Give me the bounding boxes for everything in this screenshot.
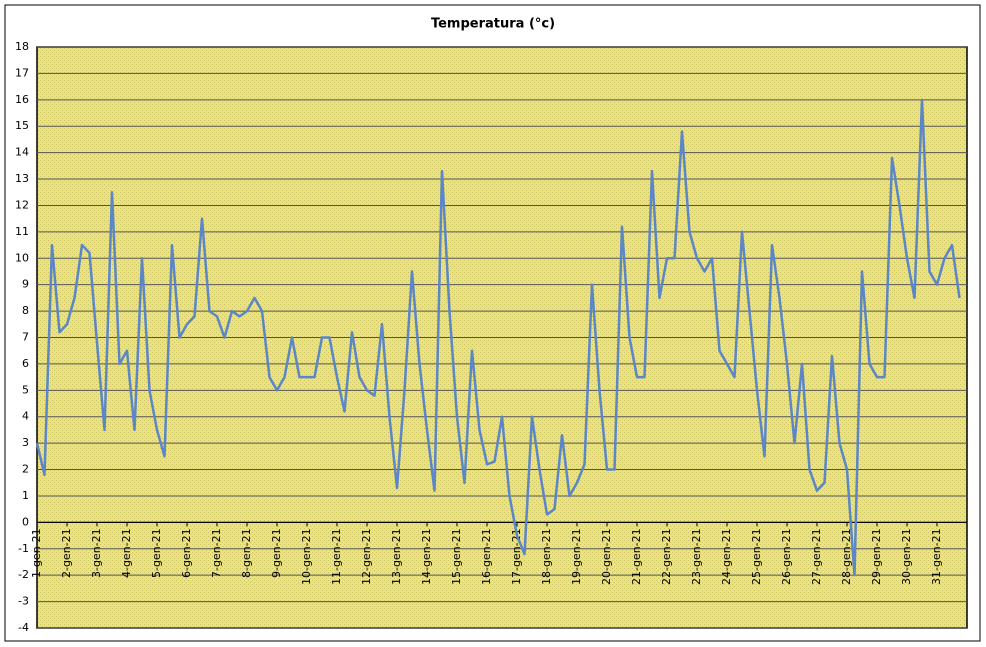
x-tick-label: 27-gen-21 (810, 528, 823, 585)
line-series (35, 98, 961, 577)
y-tick-label: -3 (18, 595, 29, 608)
y-tick-label: 16 (15, 93, 29, 106)
y-tick-label: 6 (22, 357, 29, 370)
x-tick-label: 4-gen-21 (120, 528, 133, 578)
y-tick-label: -2 (18, 568, 29, 581)
x-tick-label: 8-gen-21 (240, 528, 253, 578)
y-tick-label: 0 (22, 515, 29, 528)
x-tick-label: 23-gen-21 (690, 528, 703, 585)
x-tick-label: 10-gen-21 (300, 528, 313, 585)
x-tick-label: 21-gen-21 (630, 528, 643, 585)
y-tick-label: 10 (15, 251, 29, 264)
y-tick-label: -4 (18, 621, 29, 634)
y-tick-label: 8 (22, 304, 29, 317)
x-tick-label: 16-gen-21 (480, 528, 493, 585)
x-tick-label: 11-gen-21 (330, 528, 343, 585)
x-tick-label: 25-gen-21 (750, 528, 763, 585)
y-tick-label: 14 (15, 146, 29, 159)
x-tick-label: 3-gen-21 (90, 528, 103, 578)
y-tick-label: 18 (15, 40, 29, 53)
x-tick-label: 28-gen-21 (840, 528, 853, 585)
y-tick-label: 4 (22, 410, 29, 423)
x-tick-label: 13-gen-21 (390, 528, 403, 585)
y-tick-label: 7 (22, 331, 29, 344)
x-tick-label: 6-gen-21 (180, 528, 193, 578)
x-tick-label: 5-gen-21 (150, 528, 163, 578)
x-tick-label: 26-gen-21 (780, 528, 793, 585)
x-tick-label: 7-gen-21 (210, 528, 223, 578)
y-tick-label: 12 (15, 198, 29, 211)
x-tick-label: 30-gen-21 (900, 528, 913, 585)
x-tick-label: 15-gen-21 (450, 528, 463, 585)
x-tick-label: 24-gen-21 (720, 528, 733, 585)
x-tick-label: 14-gen-21 (420, 528, 433, 585)
chart-title: Temperatura (°c) (431, 17, 555, 32)
y-tick-label: 9 (22, 278, 29, 291)
y-tick-label: 3 (22, 436, 29, 449)
x-tick-label: 9-gen-21 (270, 528, 283, 578)
x-tick-label: 29-gen-21 (870, 528, 883, 585)
y-tick-label: -1 (18, 542, 29, 555)
y-tick-label: 15 (15, 119, 29, 132)
x-tick-label: 22-gen-21 (660, 528, 673, 585)
y-tick-label: 1 (22, 489, 29, 502)
x-tick-label: 12-gen-21 (360, 528, 373, 585)
y-tick-label: 13 (15, 172, 29, 185)
x-tick-label: 2-gen-21 (60, 528, 73, 578)
y-tick-label: 17 (15, 66, 29, 79)
y-tick-label: 2 (22, 463, 29, 476)
x-tick-label: 1-gen-21 (30, 528, 43, 578)
x-tick-label: 19-gen-21 (570, 528, 583, 585)
x-tick-label: 31-gen-21 (930, 528, 943, 585)
y-tick-label: 11 (15, 225, 29, 238)
y-tick-label: 5 (22, 383, 29, 396)
x-tick-label: 18-gen-21 (540, 528, 553, 585)
x-tick-label: 20-gen-21 (600, 528, 613, 585)
